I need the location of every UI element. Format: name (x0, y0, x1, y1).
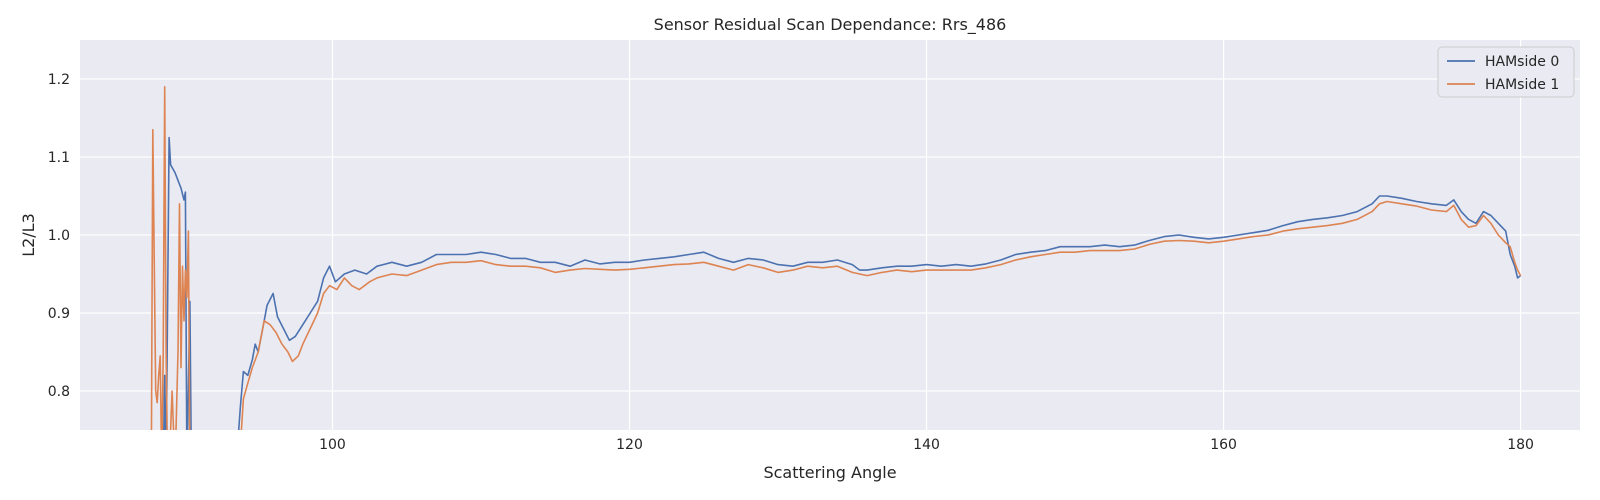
legend-label-hamside-0: HAMside 0 (1485, 54, 1559, 70)
y-tick-label: 1.0 (48, 228, 70, 244)
y-tick-label: 1.2 (48, 72, 70, 88)
legend: HAMside 0 HAMside 1 (1437, 46, 1575, 98)
x-tick-label: 140 (913, 437, 940, 453)
chart-title: Sensor Residual Scan Dependance: Rrs_486 (654, 15, 1007, 35)
series-lines (150, 86, 1522, 430)
y-tick-label: 0.8 (48, 384, 70, 400)
y-tick-label: 0.9 (48, 306, 70, 322)
grid-lines (80, 40, 1580, 430)
x-tick-label: 160 (1210, 437, 1237, 453)
x-tick-label: 180 (1507, 437, 1534, 453)
series-line-hamside-1 (150, 86, 1522, 430)
y-axis-label: L2/L3 (19, 213, 38, 257)
x-tick-label: 120 (616, 437, 643, 453)
x-axis-label: Scattering Angle (763, 463, 896, 482)
y-tick-label: 1.1 (48, 150, 70, 166)
y-tick-labels: 0.8 0.9 1.0 1.1 1.2 (48, 72, 70, 400)
series-line-hamside-0 (163, 136, 1522, 430)
x-tick-label: 100 (319, 437, 346, 453)
legend-label-hamside-1: HAMside 1 (1485, 77, 1559, 93)
x-tick-labels: 100 120 140 160 180 (319, 437, 1534, 453)
